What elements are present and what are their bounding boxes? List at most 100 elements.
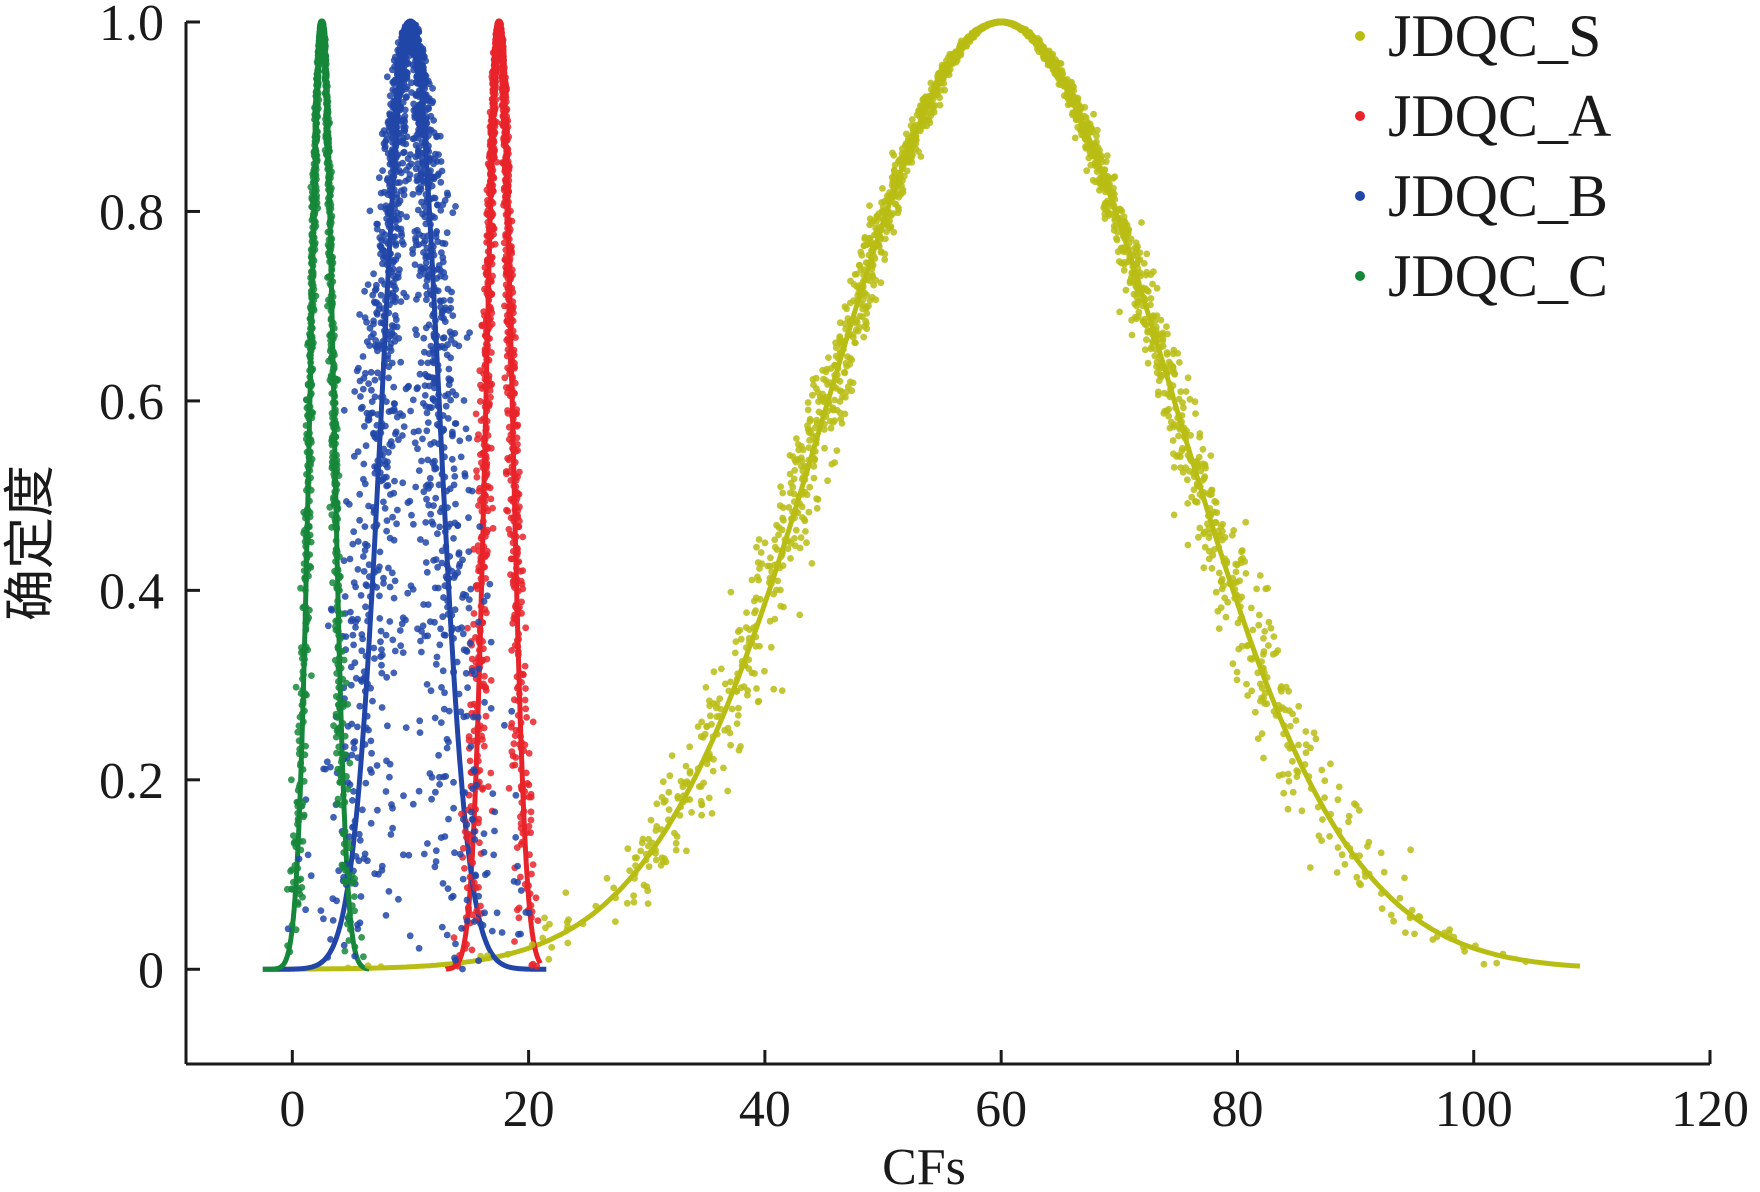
scatter-point bbox=[487, 769, 495, 777]
scatter-point bbox=[743, 609, 750, 616]
scatter-point bbox=[1153, 369, 1161, 377]
scatter-point bbox=[1157, 316, 1165, 324]
scatter-point bbox=[362, 603, 369, 611]
scatter-point bbox=[755, 697, 763, 705]
scatter-point bbox=[1083, 167, 1091, 175]
scatter-point bbox=[365, 726, 372, 734]
scatter-point bbox=[732, 638, 740, 645]
scatter-point bbox=[527, 808, 535, 816]
scatter-point bbox=[416, 272, 423, 279]
scatter-point bbox=[414, 206, 422, 214]
scatter-point bbox=[1143, 250, 1151, 258]
scatter-point bbox=[1093, 149, 1101, 157]
scatter-point bbox=[1163, 407, 1171, 414]
scatter-point bbox=[511, 938, 518, 945]
scatter-point bbox=[366, 342, 373, 349]
scatter-point bbox=[483, 269, 491, 277]
scatter-point bbox=[810, 457, 818, 464]
scatter-point bbox=[752, 622, 760, 630]
scatter-point bbox=[708, 720, 715, 728]
scatter-point bbox=[386, 583, 394, 591]
scatter-point bbox=[727, 741, 734, 749]
scatter-point bbox=[844, 353, 851, 361]
scatter-point bbox=[1231, 586, 1239, 593]
scatter-point bbox=[440, 426, 447, 434]
scatter-point bbox=[449, 209, 457, 217]
scatter-point bbox=[820, 426, 828, 433]
scatter-point bbox=[1067, 86, 1074, 93]
scatter-point bbox=[1160, 389, 1168, 397]
scatter-point bbox=[405, 162, 413, 170]
scatter-point bbox=[1111, 216, 1119, 224]
scatter-point bbox=[767, 554, 774, 562]
scatter-point bbox=[360, 568, 368, 575]
scatter-point bbox=[1140, 318, 1147, 326]
scatter-point bbox=[734, 670, 741, 678]
scatter-point bbox=[1183, 444, 1191, 452]
scatter-point bbox=[405, 851, 413, 859]
scatter-point bbox=[752, 607, 759, 614]
scatter-point bbox=[302, 906, 309, 914]
scatter-point bbox=[435, 440, 442, 448]
scatter-point bbox=[390, 594, 398, 602]
scatter-point bbox=[1232, 568, 1240, 576]
scatter-point bbox=[912, 140, 919, 148]
scatter-point bbox=[1345, 812, 1353, 820]
scatter-point bbox=[483, 239, 490, 246]
scatter-point bbox=[508, 707, 516, 715]
scatter-point bbox=[626, 867, 633, 874]
scatter-point bbox=[1051, 69, 1059, 77]
scatter-point bbox=[478, 322, 486, 330]
scatter-point bbox=[421, 392, 429, 399]
scatter-point bbox=[320, 915, 327, 923]
scatter-point bbox=[1307, 785, 1315, 792]
scatter-point bbox=[399, 479, 407, 487]
scatter-point bbox=[364, 962, 372, 969]
scatter-point bbox=[500, 186, 508, 194]
scatter-point bbox=[1390, 917, 1397, 925]
scatter-point bbox=[890, 166, 898, 174]
scatter-point bbox=[443, 744, 451, 752]
scatter-point bbox=[382, 912, 390, 919]
scatter-point bbox=[435, 391, 442, 398]
scatter-point bbox=[415, 241, 423, 249]
scatter-point bbox=[377, 963, 385, 971]
scatter-point bbox=[498, 929, 506, 936]
scatter-point bbox=[488, 927, 496, 935]
scatter-point bbox=[462, 669, 470, 677]
scatter-point bbox=[402, 724, 410, 731]
scatter-point bbox=[1255, 621, 1263, 629]
scatter-point bbox=[944, 54, 952, 61]
scatter-point bbox=[422, 324, 430, 332]
scatter-point bbox=[1199, 445, 1207, 453]
scatter-point bbox=[805, 508, 813, 516]
scatter-point bbox=[1321, 777, 1329, 785]
scatter-point bbox=[376, 563, 383, 571]
scatter-point bbox=[443, 931, 451, 939]
scatter-point bbox=[512, 834, 520, 841]
scatter-point bbox=[826, 379, 834, 387]
scatter-point bbox=[361, 523, 369, 530]
scatter-point bbox=[474, 713, 482, 721]
scatter-point bbox=[389, 66, 396, 74]
scatter-point bbox=[480, 434, 488, 442]
scatter-point bbox=[492, 59, 499, 66]
scatter-point bbox=[349, 540, 357, 548]
scatter-point bbox=[1261, 689, 1269, 697]
scatter-point bbox=[838, 420, 846, 427]
scatter-point bbox=[1170, 511, 1178, 519]
scatter-point bbox=[381, 145, 389, 153]
scatter-point bbox=[1272, 712, 1280, 719]
scatter-point bbox=[424, 840, 431, 847]
scatter-point bbox=[471, 671, 479, 678]
scatter-point bbox=[1104, 210, 1112, 217]
scatter-point bbox=[1260, 651, 1267, 658]
scatter-point bbox=[1176, 359, 1183, 366]
scatter-point bbox=[373, 299, 381, 306]
scatter-point bbox=[706, 697, 713, 705]
series-points-jdqc_b bbox=[284, 18, 533, 973]
scatter-point bbox=[514, 489, 521, 497]
scatter-point bbox=[857, 248, 865, 256]
scatter-point bbox=[694, 723, 702, 730]
scatter-point bbox=[412, 483, 420, 491]
